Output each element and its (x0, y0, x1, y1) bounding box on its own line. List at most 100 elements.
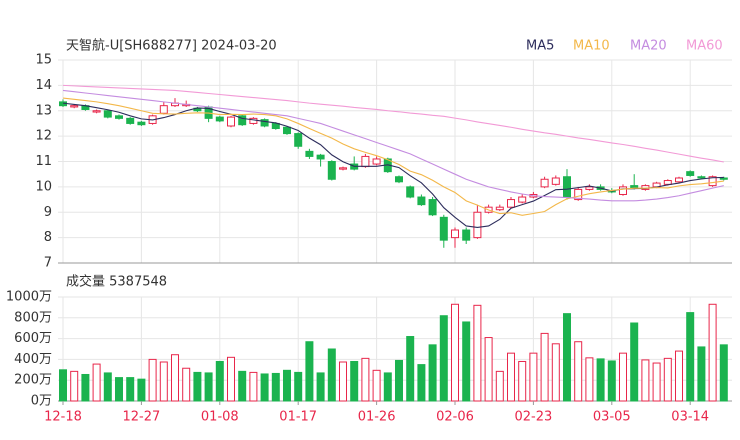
candle-body (103, 110, 112, 118)
x-tick-label: 12-27 (123, 410, 161, 425)
candle-body (115, 115, 123, 119)
y-tick-label: 1000万 (6, 290, 52, 305)
volume-bar (663, 357, 672, 402)
candle-body (451, 229, 459, 239)
candle-body (619, 186, 627, 195)
volume-bar (529, 352, 538, 402)
volume-bar (316, 372, 325, 402)
volume-bar (641, 359, 650, 402)
y-tick-label: 200万 (14, 373, 52, 388)
candle-body (92, 110, 101, 113)
candle-body (294, 133, 303, 147)
volume-bar (495, 370, 504, 402)
legend-label: MA20 (630, 39, 667, 54)
y-tick-label: 12 (35, 129, 52, 144)
volume-bar (294, 371, 303, 402)
volume-bar (697, 346, 706, 402)
volume-bar (92, 363, 101, 402)
volume-bar (473, 304, 482, 402)
volume-bar (484, 337, 493, 402)
volume-bar (372, 369, 381, 402)
ma-line (62, 89, 724, 202)
candle-body (551, 177, 560, 185)
volume-bar (451, 303, 459, 402)
candle-body (563, 176, 571, 198)
volume-bar (70, 370, 79, 402)
volume-bar (719, 344, 728, 402)
volume-bar (383, 372, 392, 402)
x-tick-label: 03-14 (671, 410, 709, 425)
candle-body (70, 105, 79, 108)
volume-bar (708, 303, 717, 402)
volume-bar (238, 370, 247, 402)
candle-body (719, 177, 728, 180)
volume-bar (686, 312, 695, 402)
volume-bar (103, 372, 112, 402)
volume-bar (283, 369, 291, 402)
candle-body (406, 186, 415, 198)
x-tick-label: 02-23 (515, 410, 553, 425)
y-tick-label: 800万 (14, 310, 52, 325)
y-tick-label: 14 (35, 78, 52, 93)
volume-bar (193, 371, 202, 402)
volume-bar (249, 371, 258, 402)
volume-bar (148, 358, 157, 402)
y-tick-label: 15 (35, 53, 52, 68)
y-tick-label: 11 (35, 154, 52, 169)
volume-bar (574, 341, 583, 402)
candle-body (663, 180, 672, 185)
volume-bar (305, 341, 314, 402)
x-tick-label: 01-17 (279, 410, 317, 425)
volume-bar (260, 373, 269, 402)
legend-label: MA60 (686, 39, 723, 54)
volume-bar (675, 350, 683, 402)
volume-bar (507, 352, 515, 402)
volume-bar (361, 357, 370, 402)
x-tick-label: 01-26 (358, 410, 396, 425)
y-tick-label: 8 (44, 230, 52, 245)
volume-bar (137, 378, 146, 402)
legend-label: MA5 (526, 39, 554, 54)
candle-body (137, 121, 146, 126)
y-tick-label: 7 (44, 256, 52, 271)
candle-body (439, 216, 448, 241)
candle-body (697, 176, 706, 179)
candle-body (260, 119, 269, 127)
chart-title: 天智航-U[SH688277] 2024-03-20 (66, 38, 277, 54)
candle-body (339, 167, 347, 170)
ma-line (62, 84, 724, 163)
candle-body (238, 115, 247, 126)
volume-bar (630, 322, 639, 402)
volume-bar (619, 352, 627, 402)
volume-bar (59, 369, 67, 402)
volume-bar (428, 344, 437, 402)
volume-bar (652, 362, 661, 402)
candle-body (585, 186, 594, 190)
y-tick-label: 600万 (14, 331, 52, 346)
x-tick-label: 03-05 (593, 410, 631, 425)
volume-bar (596, 358, 605, 402)
volume-bar (417, 364, 426, 402)
x-tick-label: 01-08 (201, 410, 239, 425)
volume-bar (115, 377, 123, 402)
candle-body (305, 150, 314, 157)
candle-body (215, 116, 224, 122)
candle-body (574, 188, 583, 201)
y-tick-label: 10 (35, 179, 52, 194)
volume-bar (182, 367, 191, 402)
volume-bar (215, 360, 224, 402)
candle-body (372, 158, 381, 165)
ma-line (62, 102, 724, 229)
candle-body (361, 155, 370, 168)
candle-body (316, 154, 325, 160)
y-tick-label: 0万 (31, 394, 52, 409)
ma-line (62, 97, 724, 216)
candle-body (708, 176, 717, 187)
volume-bar (406, 336, 415, 402)
candle-body (518, 196, 527, 203)
candle-body (473, 211, 482, 239)
candle-body (159, 105, 168, 114)
y-tick-label: 400万 (14, 352, 52, 367)
